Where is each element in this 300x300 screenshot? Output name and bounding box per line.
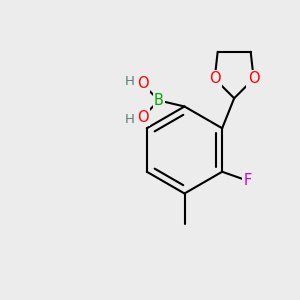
Text: O: O (209, 71, 220, 86)
Text: O: O (248, 71, 260, 86)
Text: H: H (125, 113, 135, 126)
Text: B: B (154, 93, 164, 108)
Text: O: O (137, 76, 148, 92)
Text: H: H (125, 75, 135, 88)
Text: F: F (244, 173, 252, 188)
Text: O: O (137, 110, 148, 124)
